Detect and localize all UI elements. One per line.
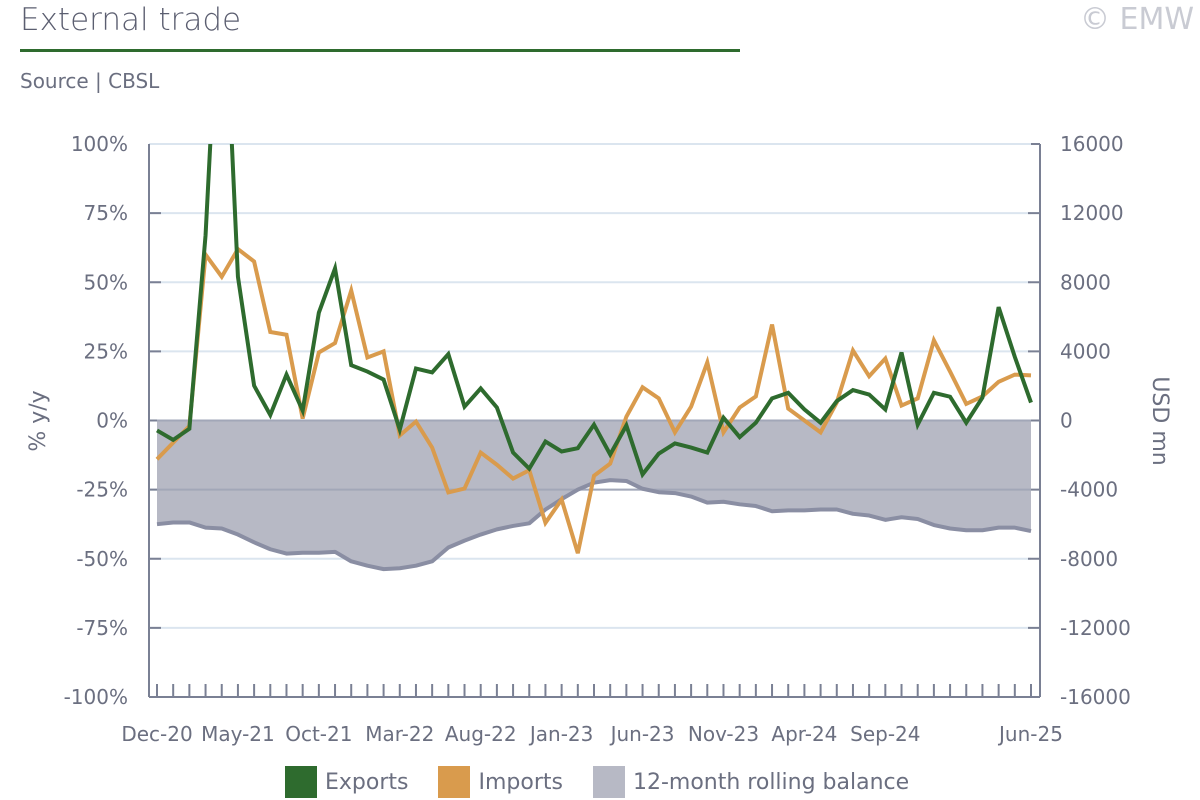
- y-tick-label: 50%: [84, 270, 128, 294]
- y2-tick-label: 16000: [1060, 132, 1124, 156]
- y-tick-label: 100%: [71, 132, 128, 156]
- legend-balance: 12-month rolling balance: [592, 766, 910, 798]
- x-tick-label: Apr-24: [771, 722, 837, 746]
- y2-tick-label: -16000: [1060, 685, 1131, 709]
- copyright: © EMW: [1079, 2, 1194, 37]
- y-tick-label: -50%: [76, 547, 128, 571]
- y-tick-label: -75%: [76, 616, 128, 640]
- y-tick-label: -25%: [76, 478, 128, 502]
- exports-line: [155, 144, 1033, 479]
- x-tick-label: May-21: [201, 722, 275, 746]
- chart-title: External trade: [20, 2, 242, 38]
- y2-tick-label: -4000: [1060, 478, 1118, 502]
- y-tick-label: 0%: [96, 409, 128, 433]
- y2-tick-label: -12000: [1060, 616, 1131, 640]
- legend-swatch-balance: [592, 766, 625, 798]
- x-tick-label: Nov-23: [688, 722, 759, 746]
- x-tick-label: Sep-24: [850, 722, 920, 746]
- legend-exports: Exports: [285, 766, 408, 798]
- y2-tick-label: 12000: [1060, 201, 1124, 225]
- legend: Exports Imports 12-month rolling balance: [285, 766, 939, 798]
- y-tick-label: -100%: [64, 685, 128, 709]
- series-group: [155, 144, 1033, 554]
- x-tick-label: Mar-22: [365, 722, 434, 746]
- y2-tick-label: -8000: [1060, 547, 1118, 571]
- x-tick-label: Oct-21: [285, 722, 352, 746]
- legend-swatch-exports: [285, 766, 317, 798]
- title-underline: [20, 49, 740, 52]
- x-tick-label: Jun-23: [609, 722, 675, 746]
- y2-tick-label: 4000: [1060, 339, 1111, 363]
- x-tick-label: Dec-20: [121, 722, 192, 746]
- y-tick-label: 75%: [84, 201, 128, 225]
- source-label: Source | CBSL: [20, 69, 160, 93]
- balance-area: [157, 420, 1031, 570]
- x-tick-label: Aug-22: [445, 722, 517, 746]
- y-tick-label: 25%: [84, 339, 128, 363]
- legend-label: Exports: [325, 769, 409, 795]
- y-axis-label: % y/y: [26, 390, 51, 451]
- y2-tick-label: 0: [1060, 409, 1073, 433]
- legend-imports: Imports: [438, 766, 563, 798]
- x-tick-label: Jun-25: [997, 722, 1063, 746]
- y2-axis-label: USD mn: [1147, 376, 1172, 465]
- imports-line: [155, 246, 1032, 554]
- legend-swatch-imports: [438, 766, 471, 798]
- legend-label: 12-month rolling balance: [632, 769, 910, 795]
- y2-tick-label: 8000: [1060, 270, 1111, 294]
- x-tick-label: Jan-23: [528, 722, 594, 746]
- legend-label: Imports: [478, 769, 563, 795]
